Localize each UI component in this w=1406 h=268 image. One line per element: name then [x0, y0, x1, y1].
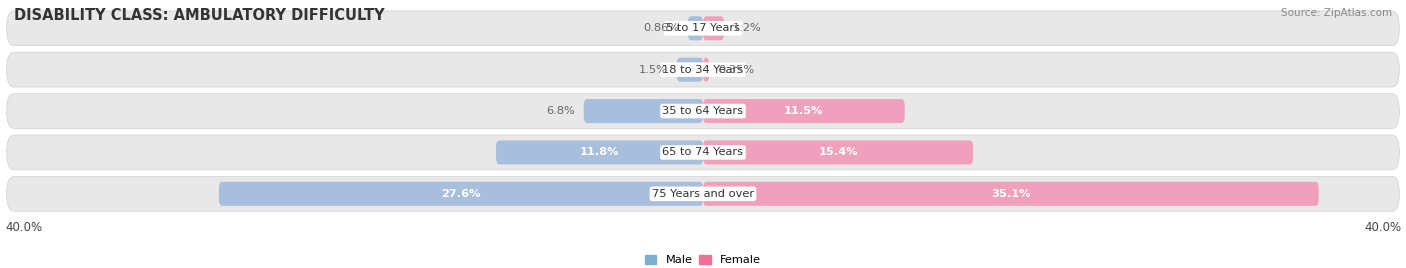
FancyBboxPatch shape	[703, 182, 1319, 206]
Text: 40.0%: 40.0%	[1364, 221, 1402, 234]
Text: 11.5%: 11.5%	[785, 106, 824, 116]
FancyBboxPatch shape	[496, 140, 703, 165]
Text: 5 to 17 Years: 5 to 17 Years	[666, 23, 740, 33]
FancyBboxPatch shape	[219, 182, 703, 206]
FancyBboxPatch shape	[7, 11, 1399, 46]
FancyBboxPatch shape	[676, 58, 703, 82]
FancyBboxPatch shape	[688, 16, 703, 40]
Text: 35.1%: 35.1%	[991, 189, 1031, 199]
Text: DISABILITY CLASS: AMBULATORY DIFFICULTY: DISABILITY CLASS: AMBULATORY DIFFICULTY	[14, 8, 385, 23]
FancyBboxPatch shape	[7, 94, 1399, 128]
FancyBboxPatch shape	[583, 99, 703, 123]
Text: 11.8%: 11.8%	[579, 147, 619, 157]
Text: 40.0%: 40.0%	[4, 221, 42, 234]
Text: Source: ZipAtlas.com: Source: ZipAtlas.com	[1281, 8, 1392, 18]
Text: 1.2%: 1.2%	[733, 23, 762, 33]
FancyBboxPatch shape	[703, 99, 904, 123]
Text: 15.4%: 15.4%	[818, 147, 858, 157]
Text: 75 Years and over: 75 Years and over	[652, 189, 754, 199]
Text: 0.86%: 0.86%	[643, 23, 679, 33]
Text: 18 to 34 Years: 18 to 34 Years	[662, 65, 744, 75]
Legend: Male, Female: Male, Female	[641, 250, 765, 268]
FancyBboxPatch shape	[703, 58, 709, 82]
FancyBboxPatch shape	[7, 135, 1399, 170]
Text: 65 to 74 Years: 65 to 74 Years	[662, 147, 744, 157]
Text: 0.35%: 0.35%	[718, 65, 754, 75]
Text: 1.5%: 1.5%	[640, 65, 668, 75]
FancyBboxPatch shape	[7, 176, 1399, 211]
Text: 27.6%: 27.6%	[441, 189, 481, 199]
FancyBboxPatch shape	[703, 16, 724, 40]
FancyBboxPatch shape	[703, 140, 973, 165]
Text: 35 to 64 Years: 35 to 64 Years	[662, 106, 744, 116]
FancyBboxPatch shape	[7, 52, 1399, 87]
Text: 6.8%: 6.8%	[546, 106, 575, 116]
